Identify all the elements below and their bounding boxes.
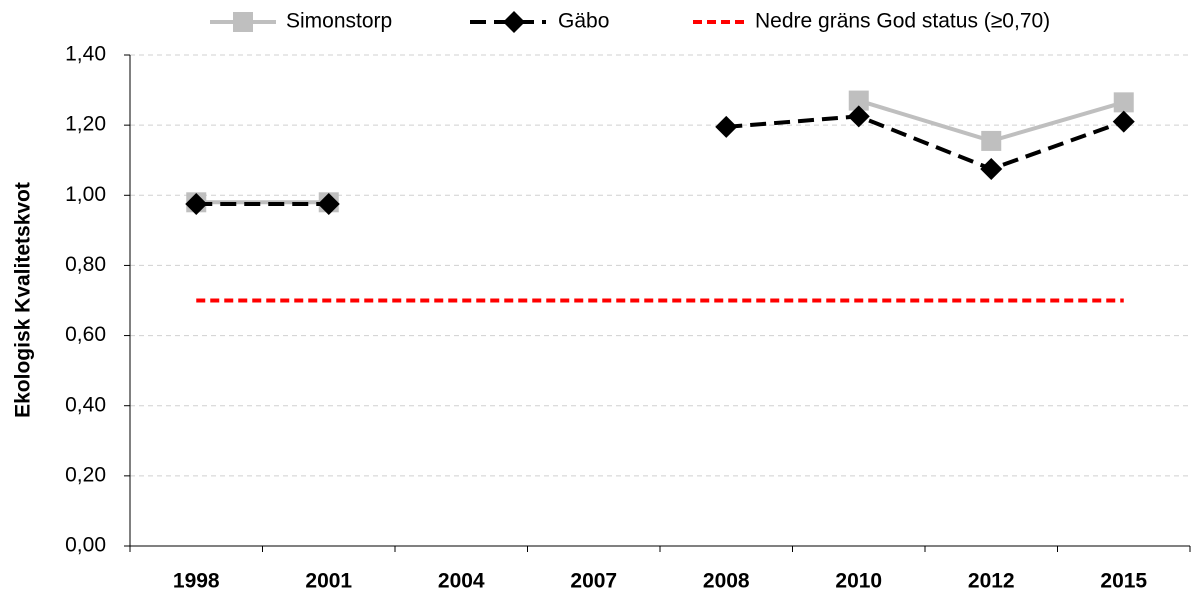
x-tick-label: 2004 [438,570,485,593]
marker [848,90,869,111]
x-tick-label: 2012 [968,570,1015,593]
x-tick-label: 1998 [173,570,220,593]
marker [185,193,208,216]
series-line [196,114,1125,207]
marker [317,193,340,216]
legend-label: Nedre gräns God status (≥0,70) [755,10,1050,33]
y-tick-label: 0,00 [65,534,106,557]
marker [981,130,1002,151]
y-tick-label: 0,20 [65,463,106,486]
legend-label: Gäbo [558,10,609,33]
legend-marker [503,11,525,33]
y-tick-label: 1,00 [65,183,106,206]
y-axis-label: Ekologisk Kvalitetskvot [12,182,35,418]
x-tick-label: 2008 [703,570,750,593]
y-tick-label: 1,40 [65,43,106,66]
marker [1113,92,1134,113]
legend-marker [233,12,253,32]
x-tick-label: 2015 [1100,570,1147,593]
x-tick-label: 2001 [305,570,352,593]
marker [847,105,870,128]
marker [1112,110,1135,133]
y-tick-label: 0,60 [65,323,106,346]
legend-label: Simonstorp [286,10,392,33]
y-tick-label: 0,80 [65,253,106,276]
y-tick-label: 1,20 [65,113,106,136]
y-tick-label: 0,40 [65,393,106,416]
x-tick-label: 2010 [835,570,882,593]
marker [715,115,738,138]
x-tick-label: 2007 [570,570,617,593]
series-line [196,98,1125,205]
marker [980,157,1003,180]
